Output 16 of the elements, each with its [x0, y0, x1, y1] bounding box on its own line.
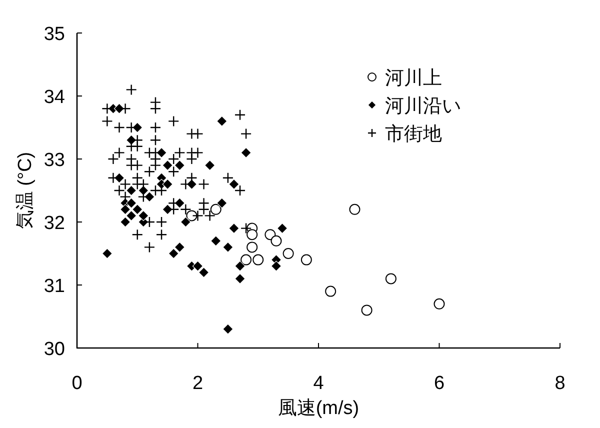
- y-tick-label: 33: [44, 150, 65, 171]
- y-tick-label: 35: [44, 24, 65, 45]
- x-tick-label: 2: [192, 373, 204, 394]
- x-tick-label: 8: [554, 373, 566, 394]
- y-tick-label: 32: [44, 213, 65, 234]
- legend-label: 河川沿い: [385, 96, 461, 117]
- y-tick-label: 30: [44, 339, 65, 360]
- legend-label: 市街地: [385, 123, 442, 145]
- x-axis-title: 風速(m/s): [278, 398, 360, 419]
- x-tick-label: 6: [434, 373, 445, 394]
- y-tick-label: 31: [44, 276, 65, 297]
- x-tick-label: 0: [72, 373, 82, 394]
- x-tick-label: 4: [313, 373, 324, 394]
- y-axis-title: 気温 (°C): [15, 152, 36, 230]
- legend-label: 河川上: [385, 68, 442, 89]
- y-tick-label: 34: [44, 87, 66, 108]
